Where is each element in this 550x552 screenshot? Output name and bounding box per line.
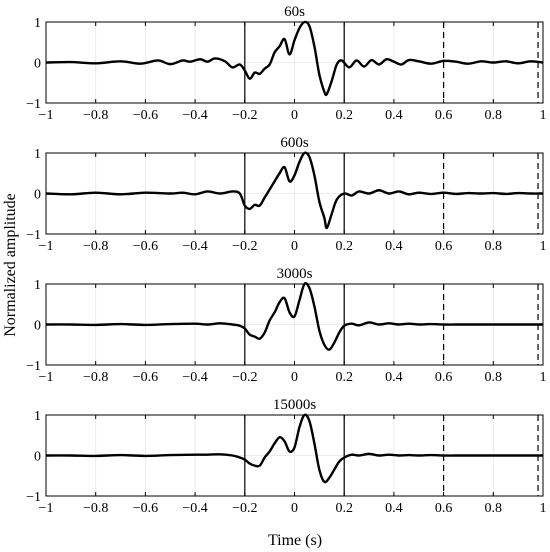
x-tick-label: 1 — [540, 239, 547, 254]
x-tick-label: 0.4 — [385, 370, 403, 385]
x-tick-label: 0 — [291, 108, 298, 123]
y-tick-label: 1 — [34, 278, 41, 293]
panel-1: −1 −0.8 −0.6 −0.4 −0.2 0 0.2 0.4 0.6 0.8 1 −1 0 1 60s — [26, 4, 546, 123]
x-tick-label: −0.4 — [182, 108, 207, 123]
y-tick-label: −1 — [26, 97, 41, 112]
panel-title: 3000s — [277, 266, 313, 282]
x-tick-label: −1 — [39, 370, 54, 385]
x-tick-label: 0 — [291, 501, 298, 516]
y-axis-label: Normalized amplitude — [2, 193, 19, 337]
x-tick-label: −0.8 — [83, 370, 108, 385]
x-tick-label: −0.6 — [133, 239, 158, 254]
x-tick-label: 0.8 — [485, 239, 503, 254]
x-tick-label: 0.4 — [385, 501, 403, 516]
x-tick-label: −0.2 — [232, 370, 257, 385]
x-tick-label: −0.6 — [133, 108, 158, 123]
waveform-line — [45, 282, 543, 351]
x-tick-label: 0.4 — [385, 239, 403, 254]
y-tick-label: 0 — [34, 188, 41, 203]
panel-4: −1 −0.8 −0.6 −0.4 −0.2 0 0.2 0.4 0.6 0.8 1 −1 0 1 1500… — [26, 397, 546, 516]
y-tick-label: −1 — [26, 490, 41, 505]
panel-3: −1 −0.8 −0.6 −0.4 −0.2 0 0.2 0.4 0.6 0.8 1 −1 0 1 3000… — [26, 266, 546, 385]
x-tick-label: 1 — [540, 370, 547, 385]
x-tick-label: 0.6 — [435, 501, 453, 516]
x-axis-label: Time (s) — [268, 532, 322, 549]
waveform-line — [45, 20, 544, 97]
x-tick-label: 0.8 — [485, 108, 503, 123]
panel-title: 60s — [284, 4, 305, 20]
x-tick-label: 0.2 — [335, 501, 353, 516]
x-tick-label: 1 — [540, 108, 547, 123]
x-tick-label: 0.2 — [335, 239, 353, 254]
x-tick-label: −1 — [39, 108, 54, 123]
x-tick-label: −0.4 — [182, 370, 207, 385]
x-tick-label: −0.2 — [232, 501, 257, 516]
waveform-line — [45, 413, 543, 484]
x-tick-label: −0.8 — [83, 239, 108, 254]
x-tick-label: 0.4 — [385, 108, 403, 123]
x-tick-label: −0.8 — [83, 501, 108, 516]
y-tick-label: 0 — [34, 450, 41, 465]
x-tick-label: 0.8 — [485, 501, 503, 516]
panel-2: −1 −0.8 −0.6 −0.4 −0.2 0 0.2 0.4 0.6 0.8 1 −1 0 1 600s — [26, 135, 546, 254]
y-tick-label: 1 — [34, 16, 41, 31]
y-tick-label: −1 — [26, 359, 41, 374]
x-tick-label: −0.6 — [133, 370, 158, 385]
x-tick-label: 0 — [291, 370, 298, 385]
x-tick-label: −0.2 — [232, 108, 257, 123]
x-tick-label: 0.6 — [435, 239, 453, 254]
x-tick-label: 1 — [540, 501, 547, 516]
y-tick-label: 1 — [34, 409, 41, 424]
x-tick-label: 0.2 — [335, 370, 353, 385]
y-tick-label: 0 — [34, 57, 41, 72]
x-tick-label: 0.8 — [485, 370, 503, 385]
y-tick-label: 1 — [34, 147, 41, 162]
y-tick-label: −1 — [26, 228, 41, 243]
x-tick-label: −1 — [39, 239, 54, 254]
x-tick-label: 0.2 — [335, 108, 353, 123]
x-tick-label: −0.6 — [133, 501, 158, 516]
x-tick-label: 0.6 — [435, 370, 453, 385]
y-tick-label: 0 — [34, 319, 41, 334]
x-tick-label: 0 — [291, 239, 298, 254]
x-tick-label: −0.4 — [182, 239, 207, 254]
x-tick-label: −0.8 — [83, 108, 108, 123]
waveform-line — [45, 151, 544, 230]
panel-title: 15000s — [273, 397, 317, 413]
x-tick-label: 0.6 — [435, 108, 453, 123]
panel-title: 600s — [280, 135, 309, 151]
x-tick-label: −1 — [39, 501, 54, 516]
x-tick-label: −0.4 — [182, 501, 207, 516]
x-tick-label: −0.2 — [232, 239, 257, 254]
